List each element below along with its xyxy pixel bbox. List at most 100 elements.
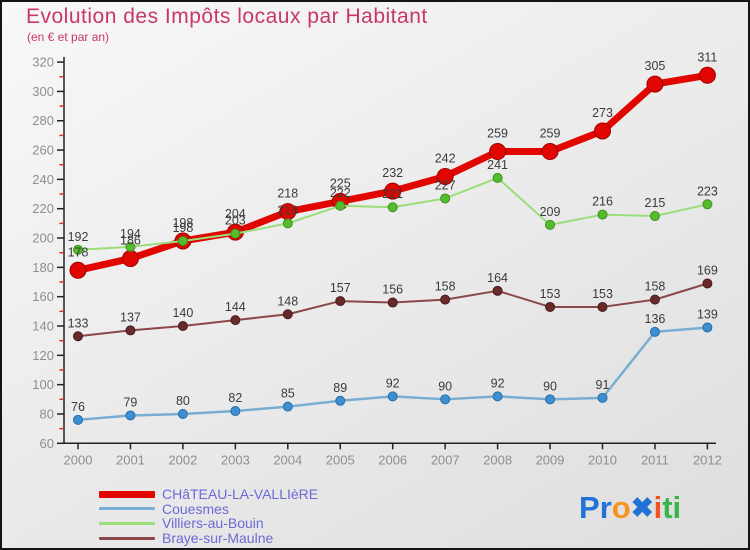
data-point	[649, 326, 660, 337]
data-label: 80	[176, 394, 190, 408]
legend-label: Couesmes	[162, 500, 229, 517]
y-tick-label: 160	[32, 289, 54, 304]
y-tick-label: 260	[32, 143, 54, 158]
data-point	[73, 331, 83, 342]
data-label: 85	[281, 387, 295, 401]
data-label: 164	[487, 271, 508, 285]
data-label: 311	[697, 50, 717, 64]
data-label: 216	[592, 195, 613, 209]
data-point	[440, 193, 451, 204]
data-label: 133	[68, 316, 89, 330]
y-tick-label: 80	[40, 406, 54, 421]
proxiti-logo: Pro✖iti	[579, 490, 681, 526]
data-label: 136	[645, 312, 666, 326]
y-tick-label: 220	[32, 201, 54, 216]
data-label: 198	[172, 221, 193, 235]
data-label: 259	[487, 127, 508, 141]
data-label: 221	[382, 187, 403, 201]
data-point	[492, 172, 503, 183]
data-point	[177, 235, 188, 246]
data-label: 192	[68, 230, 89, 244]
data-label: 241	[487, 158, 508, 172]
data-point	[230, 406, 241, 417]
data-label: 156	[382, 283, 403, 297]
data-point	[440, 294, 451, 305]
data-point	[545, 394, 556, 405]
data-label: 186	[120, 234, 141, 248]
legend-label: Braye-sur-Maulne	[162, 530, 274, 547]
y-tick-label: 320	[32, 55, 54, 70]
data-label: 242	[435, 151, 456, 165]
data-label: 273	[592, 106, 613, 120]
legend-item-0: CHâTEAU-LA-VALLIèRE	[99, 486, 319, 503]
x-tick-label: 2004	[273, 452, 302, 467]
data-label: 210	[277, 203, 298, 217]
legend-item-2: Villiers-au-Bouin	[99, 515, 318, 532]
chart-title: Evolution des Impôts locaux par Habitant	[26, 5, 428, 28]
data-point	[489, 143, 507, 161]
data-point	[492, 285, 503, 296]
x-tick-label: 2009	[536, 452, 565, 467]
data-point	[702, 199, 713, 210]
data-label: 232	[382, 166, 403, 180]
data-point	[702, 278, 713, 289]
data-point	[230, 315, 241, 326]
x-tick-label: 2005	[326, 452, 355, 467]
logo-letter: i	[653, 490, 663, 525]
data-point	[541, 143, 559, 161]
data-point	[649, 211, 660, 222]
data-label: 225	[330, 176, 351, 190]
data-label: 194	[120, 227, 141, 241]
data-label: 218	[277, 187, 298, 201]
data-label: 92	[386, 376, 400, 390]
data-label: 92	[491, 376, 505, 390]
legend-item-1: Couesmes	[99, 500, 318, 517]
legend-item-3: Braye-sur-Maulne	[99, 530, 318, 547]
data-point	[545, 301, 556, 312]
legend-label: CHâTEAU-LA-VALLIèRE	[162, 486, 319, 503]
y-tick-label: 60	[40, 436, 54, 451]
data-point	[73, 244, 83, 255]
data-label: 215	[645, 196, 666, 210]
data-label: 157	[330, 281, 351, 295]
y-tick-label: 280	[32, 113, 54, 128]
data-point	[282, 218, 293, 229]
data-label: 148	[277, 294, 298, 308]
data-label: 90	[438, 379, 452, 393]
legend: CHâTEAU-LA-VALLIèRE Couesmes Villiers-au-B…	[99, 486, 319, 547]
data-point	[230, 228, 241, 239]
data-label: 153	[592, 287, 613, 301]
data-label: 223	[697, 184, 718, 198]
data-point	[597, 301, 608, 312]
data-label: 158	[645, 280, 666, 294]
data-point	[387, 202, 398, 213]
x-tick-label: 2006	[378, 452, 407, 467]
x-tick-label: 2008	[483, 452, 512, 467]
data-label: 144	[225, 300, 246, 314]
data-label: 204	[225, 207, 246, 221]
logo-letter: r	[599, 490, 612, 525]
y-tick-label: 240	[32, 172, 54, 187]
data-point	[440, 394, 451, 405]
data-point	[698, 66, 716, 84]
data-point	[702, 322, 713, 333]
data-label: 198	[172, 216, 193, 230]
data-point	[282, 309, 293, 320]
logo-letter: t	[662, 490, 673, 525]
data-label: 90	[543, 379, 557, 393]
data-label: 89	[333, 381, 347, 395]
data-label: 82	[228, 391, 242, 405]
data-point	[73, 414, 83, 425]
legend-swatch	[99, 507, 155, 511]
data-label: 76	[71, 400, 85, 414]
data-label: 137	[120, 310, 141, 324]
data-label: 158	[435, 280, 456, 294]
legend-swatch	[99, 521, 155, 525]
y-tick-label: 120	[32, 348, 54, 363]
y-tick-label: 100	[32, 377, 54, 392]
x-tick-label: 2001	[116, 452, 145, 467]
legend-swatch	[99, 490, 155, 498]
legend-label: Villiers-au-Bouin	[162, 515, 264, 532]
logo-x-glyph: ✖	[630, 492, 654, 523]
